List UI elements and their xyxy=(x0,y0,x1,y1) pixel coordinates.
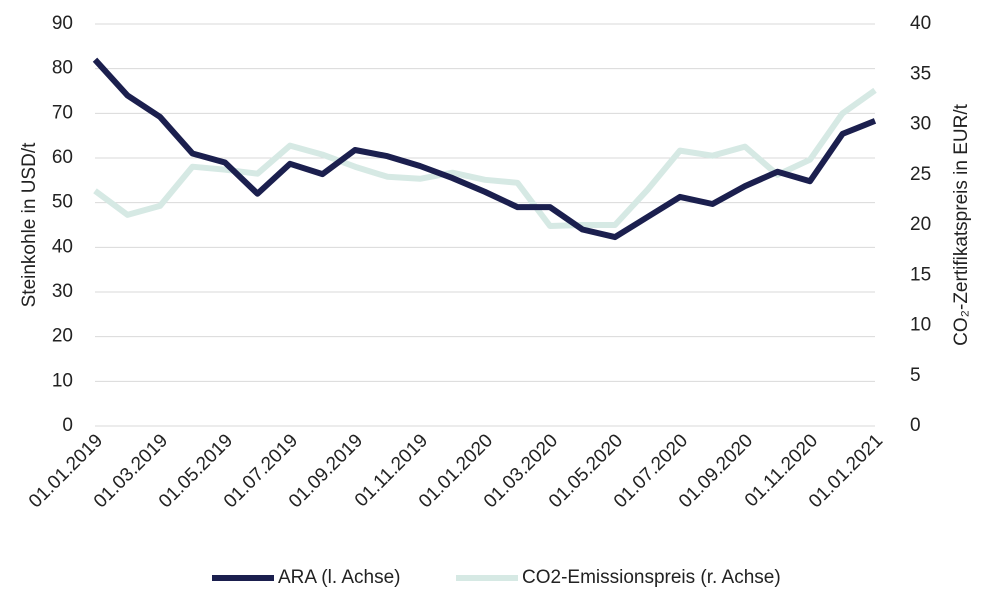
y-tick-label: 80 xyxy=(52,58,73,79)
legend-label: CO2-Emissionspreis (r. Achse) xyxy=(522,567,781,588)
y-tick-label: 20 xyxy=(52,326,73,347)
y-tick-label: 60 xyxy=(52,147,73,168)
y-axis-label: Steinkohle in USD/t xyxy=(19,142,40,307)
y2-tick-label: 20 xyxy=(910,214,931,235)
y-tick-label: 50 xyxy=(52,192,73,213)
y2-tick-label: 25 xyxy=(910,164,931,185)
y2-tick-label: 40 xyxy=(910,13,931,34)
y-tick-label: 0 xyxy=(62,415,73,436)
y2-axis-label: CO₂-Zertifikatspreis in EUR/t xyxy=(951,103,972,345)
y2-tick-label: 0 xyxy=(910,415,921,436)
y2-tick-label: 35 xyxy=(910,63,931,84)
y2-tick-label: 15 xyxy=(910,264,931,285)
y-tick-label: 30 xyxy=(52,281,73,302)
y-tick-label: 90 xyxy=(52,13,73,34)
legend-label: ARA (l. Achse) xyxy=(278,567,401,588)
y2-tick-label: 5 xyxy=(910,365,921,386)
y2-tick-label: 30 xyxy=(910,114,931,135)
line xyxy=(92,57,877,241)
y-tick-label: 40 xyxy=(52,236,73,257)
line xyxy=(93,87,877,229)
y2-tick-label: 10 xyxy=(910,315,931,336)
y-tick-label: 10 xyxy=(52,370,73,391)
y-tick-label: 70 xyxy=(52,102,73,123)
